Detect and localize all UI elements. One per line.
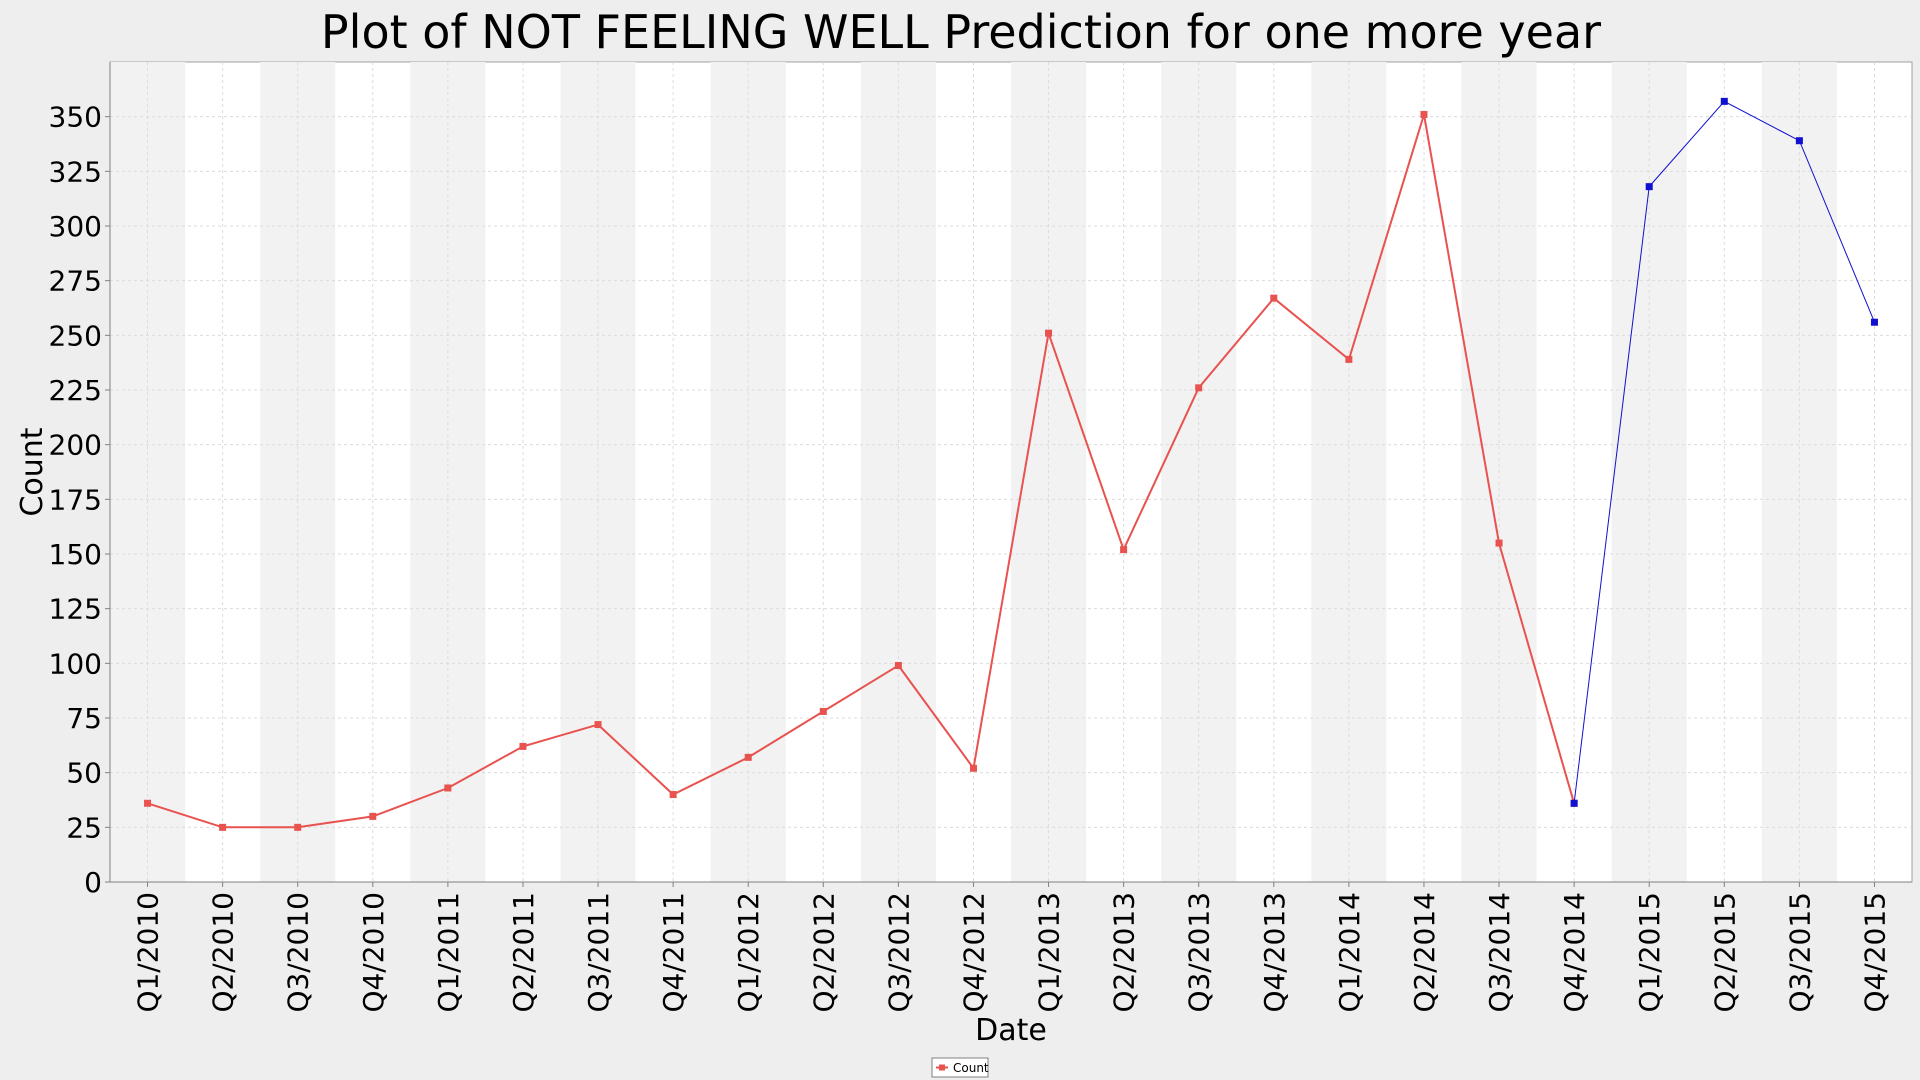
data-point bbox=[144, 799, 152, 807]
x-tick-label: Q1/2014 bbox=[1333, 892, 1366, 1013]
x-tick-label: Q3/2013 bbox=[1183, 892, 1216, 1013]
x-tick-label: Q2/2015 bbox=[1708, 892, 1741, 1013]
y-tick-label: 25 bbox=[66, 811, 102, 844]
data-point bbox=[1495, 539, 1503, 547]
legend-marker bbox=[939, 1064, 945, 1071]
y-axis-label: Count bbox=[15, 427, 50, 516]
y-tick-label: 225 bbox=[49, 374, 102, 407]
y-tick-label: 50 bbox=[66, 757, 102, 790]
y-tick-label: 125 bbox=[49, 593, 102, 626]
x-tick-label: Q1/2010 bbox=[132, 892, 165, 1013]
x-tick-label: Q3/2011 bbox=[582, 892, 615, 1013]
data-point bbox=[1645, 183, 1653, 191]
data-point bbox=[969, 764, 977, 772]
y-tick-label: 175 bbox=[49, 483, 102, 516]
y-tick-label: 200 bbox=[49, 429, 102, 462]
x-tick-label: Q3/2015 bbox=[1783, 892, 1816, 1013]
x-tick-label: Q3/2012 bbox=[882, 892, 915, 1013]
data-point bbox=[1795, 137, 1803, 145]
x-tick-label: Q3/2014 bbox=[1483, 892, 1516, 1013]
x-axis-label: Date bbox=[975, 1013, 1047, 1048]
y-tick-label: 0 bbox=[84, 866, 102, 899]
x-tick-label: Q4/2015 bbox=[1859, 892, 1892, 1013]
x-tick-label: Q1/2011 bbox=[432, 892, 465, 1013]
series-0 bbox=[144, 110, 1578, 831]
x-tick-label: Q2/2013 bbox=[1108, 892, 1141, 1013]
y-tick-label: 75 bbox=[66, 702, 102, 735]
x-tick-label: Q1/2015 bbox=[1633, 892, 1666, 1013]
data-point bbox=[594, 721, 602, 729]
y-tick-label: 275 bbox=[49, 265, 102, 298]
data-point bbox=[369, 812, 377, 820]
data-point bbox=[294, 823, 302, 831]
data-point bbox=[1570, 799, 1578, 807]
data-point bbox=[819, 707, 827, 715]
data-point bbox=[219, 823, 227, 831]
x-tick-label: Q2/2010 bbox=[207, 892, 240, 1013]
y-tick-label: 300 bbox=[49, 210, 102, 243]
data-point bbox=[894, 662, 902, 670]
data-point bbox=[519, 742, 527, 750]
data-point bbox=[444, 784, 452, 792]
data-point bbox=[1720, 97, 1728, 105]
y-tick-label: 250 bbox=[49, 319, 102, 352]
x-tick-label: Q4/2011 bbox=[657, 892, 690, 1013]
y-axis-ticks: 0 25 50 75 100 125 150 175 200 225 250 275 300 325 350 bbox=[49, 101, 110, 899]
x-axis-ticks: Q1/2010 Q2/2010 Q3/2010 Q4/2010 Q1/2011 Q2/20… bbox=[132, 882, 1892, 1013]
x-tick-label: Q3/2010 bbox=[282, 892, 315, 1013]
x-tick-label: Q2/2011 bbox=[507, 892, 540, 1013]
series-line bbox=[147, 114, 1576, 829]
data-point bbox=[669, 791, 677, 799]
y-tick-label: 150 bbox=[49, 538, 102, 571]
x-tick-label: Q2/2012 bbox=[807, 892, 840, 1013]
data-point bbox=[1045, 329, 1053, 337]
legend: Count bbox=[931, 1057, 989, 1078]
y-tick-label: 325 bbox=[49, 155, 102, 188]
x-tick-label: Q4/2010 bbox=[357, 892, 390, 1013]
x-tick-label: Q4/2012 bbox=[958, 892, 991, 1013]
series-layer bbox=[144, 97, 1878, 831]
axes bbox=[109, 62, 1912, 883]
x-tick-label: Q1/2012 bbox=[732, 892, 765, 1013]
data-point bbox=[1870, 318, 1878, 326]
series-1 bbox=[1570, 97, 1878, 807]
y-tick-label: 100 bbox=[49, 647, 102, 680]
y-tick-label: 350 bbox=[49, 101, 102, 134]
legend-label: Count bbox=[953, 1061, 989, 1075]
data-point bbox=[1120, 546, 1128, 554]
x-tick-label: Q2/2014 bbox=[1408, 892, 1441, 1013]
x-tick-label: Q1/2013 bbox=[1033, 892, 1066, 1013]
data-point bbox=[1345, 355, 1353, 363]
legend-box bbox=[931, 1057, 989, 1078]
data-point bbox=[1270, 294, 1278, 302]
chart-title: Plot of NOT FEELING WELL Prediction for … bbox=[321, 5, 1601, 59]
data-point bbox=[1195, 384, 1203, 392]
x-tick-label: Q4/2013 bbox=[1258, 892, 1291, 1013]
data-point bbox=[1420, 110, 1428, 118]
x-tick-label: Q4/2014 bbox=[1558, 892, 1591, 1013]
data-point bbox=[744, 753, 752, 761]
